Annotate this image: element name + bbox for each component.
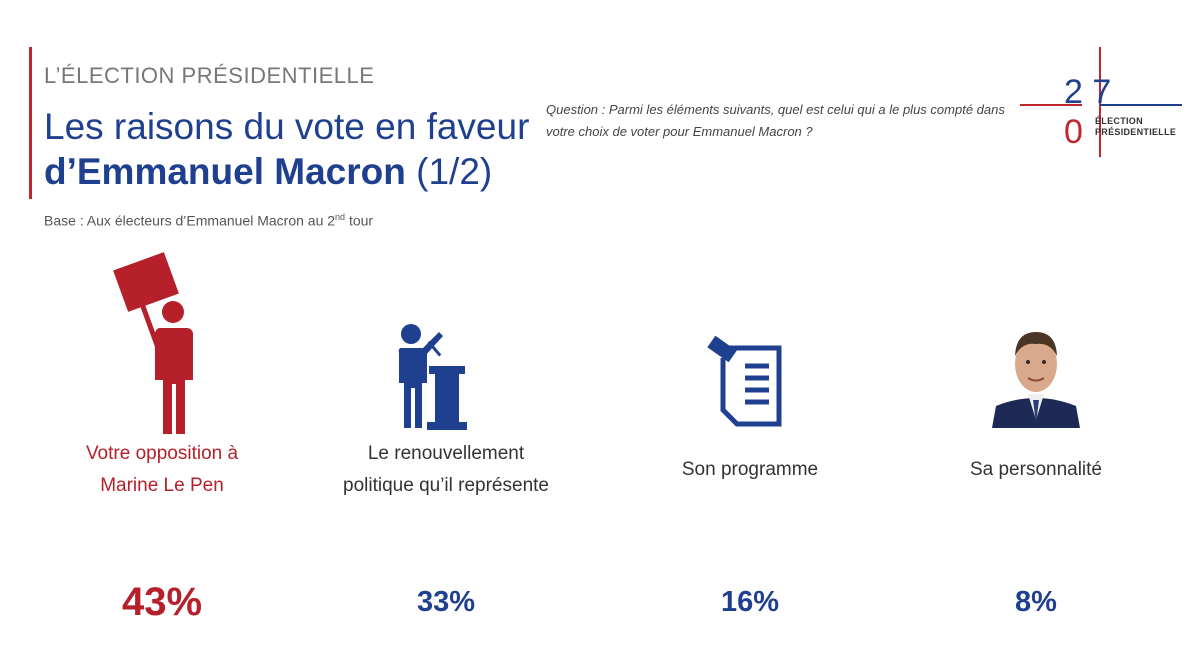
document-pen-icon	[707, 335, 782, 427]
label-renouvellement: Le renouvellement politique qu’il représ…	[306, 438, 586, 502]
result-card-opposition: Votre opposition à Marine Le Pen 43%	[22, 0, 302, 665]
base-text: Base : Aux électeurs d’Emmanuel Macron a…	[44, 212, 336, 229]
logo-year-bottom: 0	[1064, 113, 1083, 151]
value-renouvellement: 33%	[416, 586, 476, 618]
label-opposition-line-2: Marine Le Pen	[100, 475, 224, 496]
label-opposition: Votre opposition à Marine Le Pen	[22, 438, 302, 502]
label-renouvellement-line-1: Le renouvellement	[367, 443, 525, 464]
result-card-personnalite: Sa personnalité 8%	[896, 0, 1176, 665]
label-personnalite: Sa personnalité	[896, 454, 1176, 486]
logo-label-line-2: PRÉSIDENTIELLE	[1095, 127, 1177, 137]
title-accent-bar	[29, 47, 32, 199]
label-personnalite-line-1: Sa personnalité	[969, 459, 1103, 480]
protester-sign-icon	[113, 252, 193, 434]
logo-year-top: 2 7	[1064, 73, 1111, 111]
title-bold: d’Emmanuel Macron	[44, 151, 406, 192]
value-personnalite: 8%	[1015, 586, 1057, 618]
section-kicker: L’ÉLECTION PRÉSIDENTIELLE	[44, 63, 375, 88]
label-opposition-line-1: Votre opposition à	[85, 443, 239, 464]
value-programme: 16%	[720, 586, 780, 618]
result-card-renouvellement: Le renouvellement politique qu’il représ…	[306, 0, 586, 665]
value-opposition: 43%	[121, 580, 203, 624]
speaker-podium-icon	[398, 324, 467, 430]
portrait-photo-icon	[992, 320, 1080, 428]
base-sup: nd	[335, 212, 346, 222]
question-text: Question : Parmi les éléments suivants, …	[546, 102, 1005, 139]
label-programme-line-1: Son programme	[681, 459, 819, 480]
logo-label-line-1: ÉLECTION	[1095, 116, 1143, 126]
title-suffix: (1/2)	[405, 151, 493, 192]
result-card-programme: Son programme 16%	[610, 0, 890, 665]
label-renouvellement-line-2: politique qu’il représente	[343, 475, 549, 496]
title-line-1: Les raisons du vote en faveur	[44, 106, 530, 147]
page-title: Les raisons du vote en faveur d’Emmanuel…	[44, 104, 529, 194]
label-programme: Son programme	[610, 454, 890, 486]
base-note: Base : Aux électeurs d’Emmanuel Macron a…	[44, 212, 373, 229]
logo-label: ÉLECTION PRÉSIDENTIELLE	[1095, 116, 1176, 138]
base-end: tour	[345, 212, 374, 229]
election-2017-logo: 2 7 0	[1020, 47, 1182, 157]
